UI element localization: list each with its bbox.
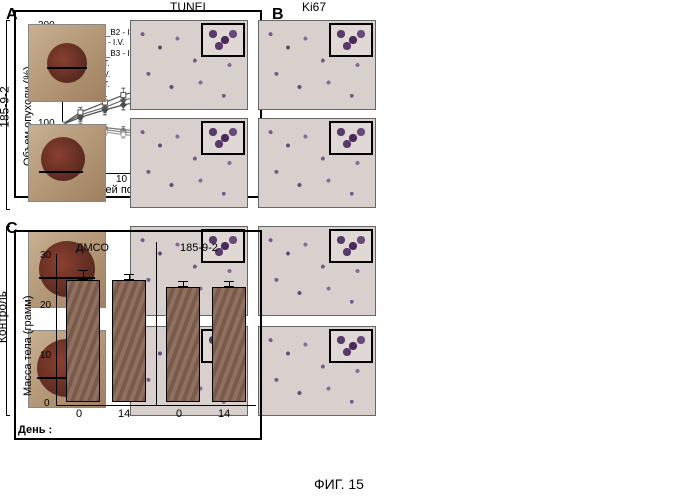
histology-ki67 [258,226,376,316]
xtick: 14 [118,408,130,420]
histology-inset [329,23,373,57]
bar [112,280,146,402]
bar [212,287,246,402]
panel-c-ytitle: Масса тела (грамм) [22,295,34,396]
xtick: 0 [176,408,182,420]
histology-inset [329,329,373,363]
figure-caption: ФИГ. 15 [314,476,364,492]
group-label-dmso: ДМСО [76,242,109,254]
error-bar [78,270,88,280]
xtick: 10 [116,174,127,185]
xtick: 0 [76,408,82,420]
ytick: 20 [40,300,51,311]
tumor-photo [28,124,106,202]
histology-inset [201,121,245,155]
ytick: 30 [40,250,51,261]
bar [166,287,200,402]
group-label-treat: 185-9-2 [180,242,218,254]
tumor-photo [28,24,106,102]
group-divider [156,242,157,406]
histology-ki67 [258,20,376,110]
col-header-tunel: TUNEL [170,0,209,14]
ytick: 10 [40,350,51,361]
histology-inset [329,121,373,155]
ytick: 0 [44,398,50,409]
error-bar [124,274,134,280]
histology-tunel [130,118,248,208]
histology-ki67 [258,326,376,416]
panel-c-chart: Масса тела (грамм) 0 10 20 30 ДМСО 185-9… [14,230,262,440]
bracket-icon [6,20,10,210]
histology-inset [201,23,245,57]
y-axis [56,254,57,406]
histology-ki67 [258,118,376,208]
bar [66,280,100,402]
bracket-icon [6,226,10,416]
histology-inset [329,229,373,263]
panel-c-xlabel: День : [18,424,52,436]
col-header-ki67: Ki67 [302,0,326,14]
error-bar [178,281,188,287]
histology-tunel [130,20,248,110]
xtick: 14 [218,408,230,420]
error-bar [224,281,234,287]
